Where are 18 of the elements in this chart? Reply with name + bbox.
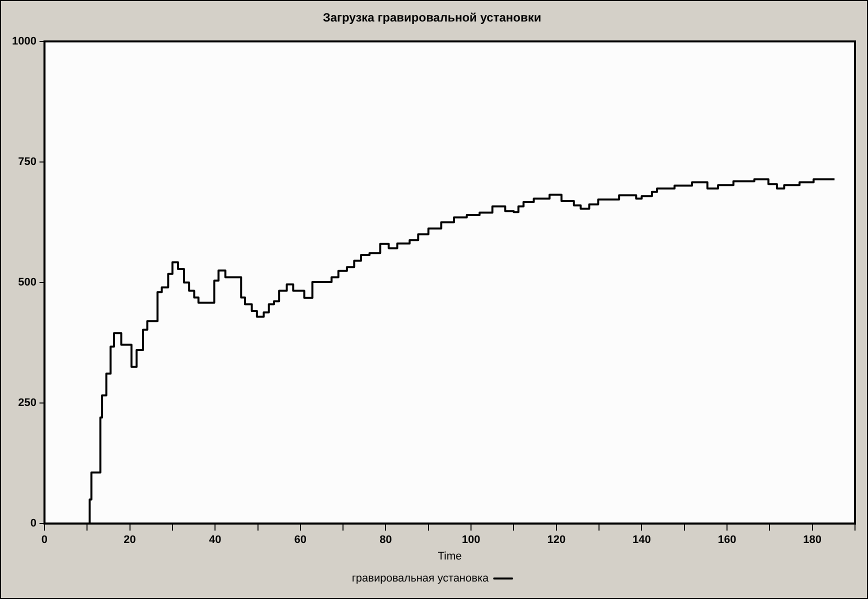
x-tick-label: 140: [632, 534, 651, 546]
legend-label: гравировальная установка: [352, 572, 490, 585]
x-tick-label: 100: [462, 534, 480, 546]
y-tick-label: 1000: [12, 35, 36, 48]
x-tick-label: 160: [718, 534, 736, 546]
y-tick-label: 750: [18, 156, 36, 168]
x-tick-label: 120: [547, 534, 566, 546]
x-tick-label: 40: [208, 534, 222, 546]
y-tick-label: 250: [18, 397, 36, 410]
x-tick-label: 20: [124, 534, 136, 546]
x-axis-title: Time: [438, 550, 462, 562]
y-tick-label: 500: [18, 276, 36, 289]
x-tick-label: 80: [380, 534, 392, 546]
x-tick-label: 0: [41, 534, 48, 546]
x-tick-label: 60: [294, 534, 307, 546]
chart-title: Загрузка гравировальной установки: [322, 10, 542, 25]
x-tick-label: 180: [803, 534, 822, 546]
y-tick-label: 0: [30, 518, 36, 530]
